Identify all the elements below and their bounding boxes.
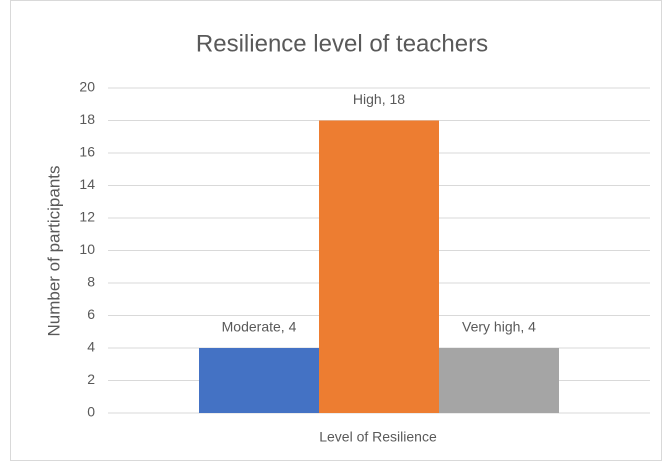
y-tick-label: 6: [87, 306, 95, 322]
y-tick-label: 14: [79, 176, 95, 192]
chart-title: Resilience level of teachers: [196, 30, 488, 57]
bar: [199, 348, 319, 413]
data-label: Moderate, 4: [222, 319, 297, 335]
data-label: Very high, 4: [462, 319, 536, 335]
y-tick-label: 2: [87, 371, 95, 387]
x-axis-title: Level of Resilience: [319, 429, 437, 445]
y-tick-label: 16: [79, 144, 95, 160]
y-tick-label: 12: [79, 209, 95, 225]
bar: [319, 120, 439, 413]
y-tick-label: 20: [79, 79, 95, 95]
data-label: High, 18: [353, 91, 405, 107]
y-tick-label: 4: [87, 339, 95, 355]
bar: [439, 348, 559, 413]
y-axis-title: Number of participants: [44, 165, 63, 336]
y-tick-label: 10: [79, 241, 95, 257]
y-tick-label: 18: [79, 111, 95, 127]
y-tick-label: 8: [87, 274, 95, 290]
y-tick-label: 0: [87, 404, 95, 420]
